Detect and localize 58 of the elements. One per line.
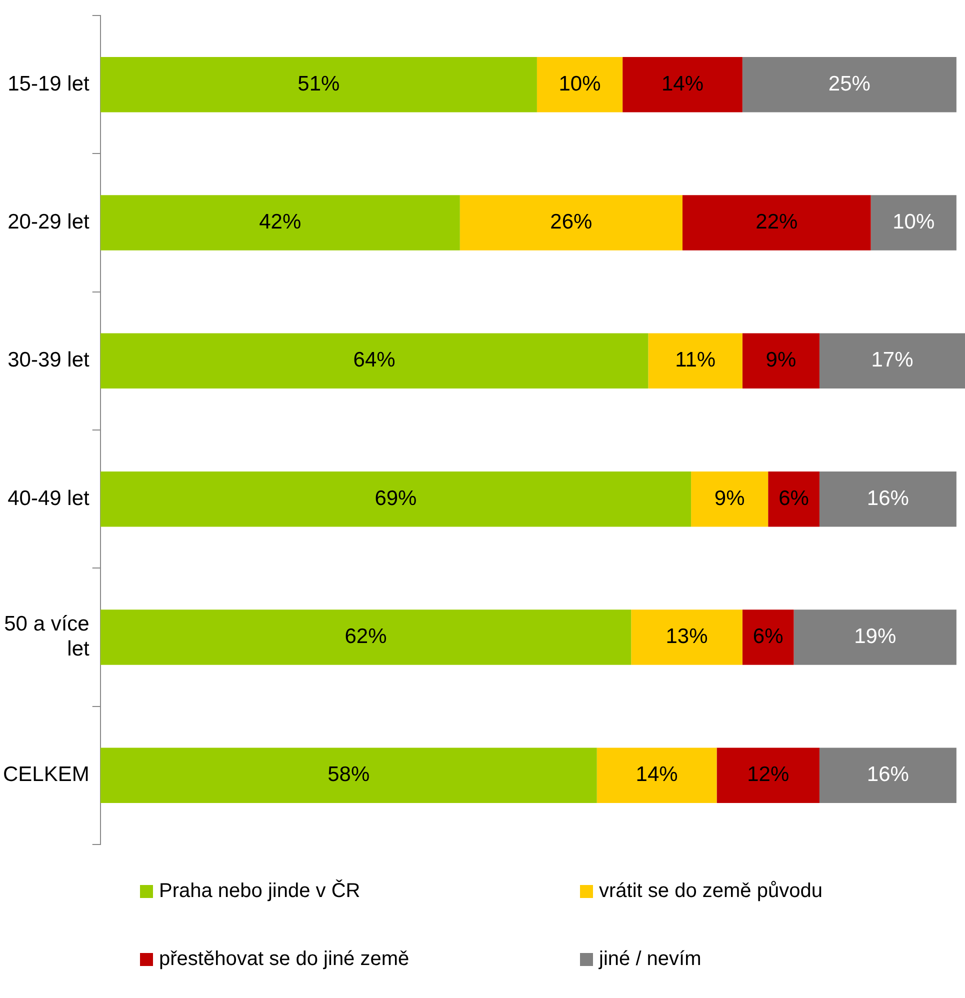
bar [742,610,794,665]
data-label: 58% [328,763,370,786]
bar [870,195,956,250]
legend-label: přestěhovat se do jiné země [159,948,410,971]
data-label: 69% [374,486,417,510]
data-label: 51% [298,72,340,96]
bar [100,471,692,527]
data-label: 11% [675,348,716,372]
data-label: 13% [666,624,708,648]
y-tick-label: 50 a více let [4,612,90,661]
data-label: 16% [866,763,909,786]
y-tick-label: 15-19 let [8,72,90,96]
bar [596,748,717,803]
data-label: 22% [756,210,798,234]
data-label: 6% [752,624,784,648]
data-label: 17% [871,348,914,372]
data-label: 6% [778,486,809,510]
bar [648,333,742,389]
data-label: 25% [828,72,870,96]
y-tick-label: CELKEM [3,763,90,786]
bar [742,333,820,389]
bar [100,57,537,112]
bar [100,333,648,389]
data-label: 10% [892,210,935,234]
bar [631,610,742,665]
bar [682,195,871,250]
bar [819,471,956,527]
y-tick-label: 30-39 let [8,348,90,372]
bar [794,610,956,665]
data-label: 14% [661,72,704,96]
data-label: 9% [714,486,745,510]
data-label: 9% [766,348,796,372]
bar [100,195,460,250]
data-label: 14% [636,763,678,786]
bar [100,610,632,665]
bar [460,195,682,250]
bar [742,57,956,112]
data-label: 12% [747,763,790,786]
y-tick-label: 20-29 let [8,210,90,234]
bar [819,333,965,389]
legend-label: vrátit se do země původu [599,880,822,903]
data-label: 62% [344,624,387,648]
legend-label: jiné / nevím [599,948,702,971]
bar [536,57,623,112]
bar [768,471,820,527]
data-label: 64% [353,348,396,372]
bar [691,471,768,527]
y-tick-label: 40-49 let [8,486,90,510]
data-label: 26% [550,210,592,234]
bar [819,748,956,803]
bar [622,57,742,112]
data-label: 10% [558,72,601,96]
data-label: 19% [854,624,896,648]
bar [716,748,820,803]
bar [100,748,597,803]
data-label: 42% [259,210,302,234]
data-label: 16% [866,486,909,510]
legend-label: Praha nebo jinde v ČR [159,880,360,903]
